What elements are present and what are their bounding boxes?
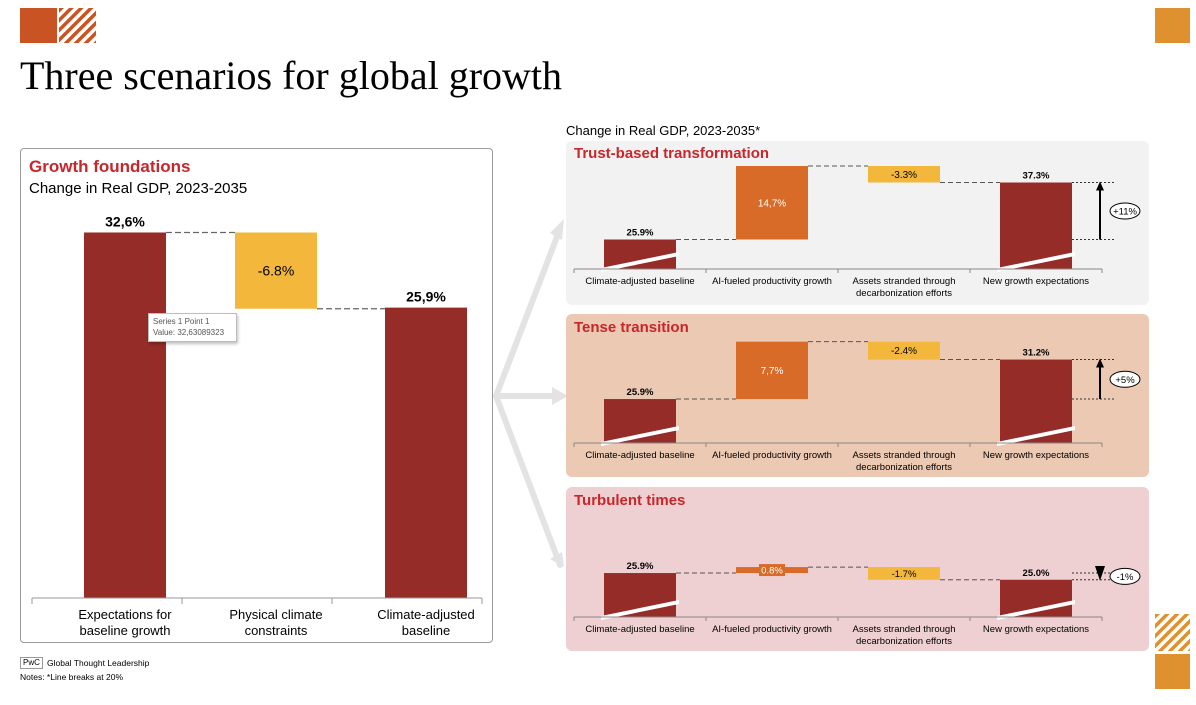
axis-break-mark xyxy=(601,252,679,272)
data-label: 25.9% xyxy=(627,228,654,239)
turbulent-times-chart: 25.9% 0.8% -1.7% 25.0% -1% Climate-adjusted b… xyxy=(573,561,1141,647)
bar-2 xyxy=(736,341,808,400)
trust-based-heading: Trust-based transformation xyxy=(574,145,770,162)
data-label: 37.3% xyxy=(1023,171,1050,182)
tooltip-series: Series 1 Point 1 xyxy=(153,317,210,326)
category-label: New growth expectations xyxy=(983,624,1089,635)
page-title: Three scenarios for global growth xyxy=(20,53,563,98)
change-badge xyxy=(1109,202,1141,220)
category-label: constraints xyxy=(245,623,308,638)
axis-break-mark xyxy=(601,600,679,620)
footer-source: Global Thought Leadership xyxy=(47,658,150,668)
category-label: Assets stranded through xyxy=(853,450,956,461)
tooltip-value: Value: 32,63089323 xyxy=(153,328,225,337)
data-label: 25.0% xyxy=(1023,568,1050,579)
data-label: 25.9% xyxy=(627,387,654,398)
corner-solid-square xyxy=(20,8,57,43)
change-badge xyxy=(1109,370,1141,388)
category-label: decarbonization efforts xyxy=(856,636,952,647)
change-label: -1% xyxy=(1117,572,1134,583)
scenarios-header: Change in Real GDP, 2023-2035* xyxy=(566,123,761,138)
axis-break-mark xyxy=(997,252,1075,272)
bar-2 xyxy=(736,166,808,240)
bar-1 xyxy=(604,239,676,269)
category-label: Climate-adjusted baseline xyxy=(585,450,694,461)
category-label: baseline growth xyxy=(79,623,170,638)
data-label: -1.7% xyxy=(892,569,917,580)
panel-turbulent-times xyxy=(566,487,1149,651)
category-label: New growth expectations xyxy=(983,450,1089,461)
data-label: 0.8% xyxy=(761,566,783,577)
turbulent-times-heading: Turbulent times xyxy=(574,492,686,509)
bar-4 xyxy=(1000,182,1072,269)
category-label: decarbonization efforts xyxy=(856,288,952,299)
growth-foundations-heading: Growth foundations xyxy=(29,157,191,176)
change-badge xyxy=(1109,567,1141,585)
data-label: -3.3% xyxy=(891,170,917,181)
data-label: 25,9% xyxy=(406,289,446,305)
corner-hatched-square xyxy=(1155,614,1190,651)
pwc-logo: PwC xyxy=(20,657,43,669)
footer-notes: Notes: *Line breaks at 20% xyxy=(20,672,124,682)
category-label: AI-fueled productivity growth xyxy=(712,276,832,287)
axis-break-mark xyxy=(601,426,679,446)
change-arrowhead xyxy=(1096,358,1104,368)
tense-transition-chart: 25.9% 7,7% -2.4% 31.2% +5% Climate-adjusted b… xyxy=(573,341,1141,473)
change-label: +11% xyxy=(1113,207,1137,218)
data-label: 25.9% xyxy=(627,561,654,572)
growth-foundations-subtitle: Change in Real GDP, 2023-2035 xyxy=(29,180,248,197)
corner-hatched-square xyxy=(59,8,96,43)
growth-foundations-chart: 32,6% -6.8% 25,9% Expectations forbaseline … xyxy=(31,213,483,638)
bar-3 xyxy=(385,307,467,598)
corner-solid-square xyxy=(1155,654,1190,689)
data-label: 14,7% xyxy=(758,198,786,209)
category-label: Climate-adjusted xyxy=(377,607,475,622)
change-label: +5% xyxy=(1115,375,1135,386)
axis-break-mark xyxy=(997,426,1075,446)
category-label: baseline xyxy=(402,623,450,638)
label-backdrop xyxy=(891,567,917,580)
trust-based-chart: 25.9% 14,7% -3.3% 37.3% +11% Climate-adjusted… xyxy=(573,165,1141,299)
category-label: Assets stranded through xyxy=(853,624,956,635)
category-label: Climate-adjusted baseline xyxy=(585,276,694,287)
category-label: Assets stranded through xyxy=(853,276,956,287)
data-label: -2.4% xyxy=(891,346,917,357)
bar-1 xyxy=(84,232,166,598)
scenario-arrows xyxy=(493,219,568,568)
data-label: 31.2% xyxy=(1023,348,1050,359)
change-arrowhead xyxy=(1096,181,1104,191)
category-label: Climate-adjusted baseline xyxy=(585,624,694,635)
category-label: decarbonization efforts xyxy=(856,462,952,473)
data-label: -6.8% xyxy=(258,263,295,279)
corner-solid-square xyxy=(1155,8,1190,43)
data-label: 32,6% xyxy=(105,213,145,229)
category-label: AI-fueled productivity growth xyxy=(712,624,832,635)
axis-break-mark xyxy=(997,600,1075,620)
category-label: New growth expectations xyxy=(983,276,1089,287)
category-label: AI-fueled productivity growth xyxy=(712,450,832,461)
tense-transition-heading: Tense transition xyxy=(574,319,689,336)
data-tooltip: Series 1 Point 1 Value: 32,63089323 xyxy=(148,313,237,342)
bar-3 xyxy=(868,166,940,183)
category-label: Expectations for xyxy=(78,607,172,622)
data-label: 7,7% xyxy=(761,366,784,377)
label-backdrop xyxy=(759,564,785,577)
change-arrowhead xyxy=(1095,566,1105,581)
bar-3 xyxy=(868,341,940,360)
category-label: Physical climate xyxy=(229,607,322,622)
bar-2 xyxy=(235,232,317,309)
